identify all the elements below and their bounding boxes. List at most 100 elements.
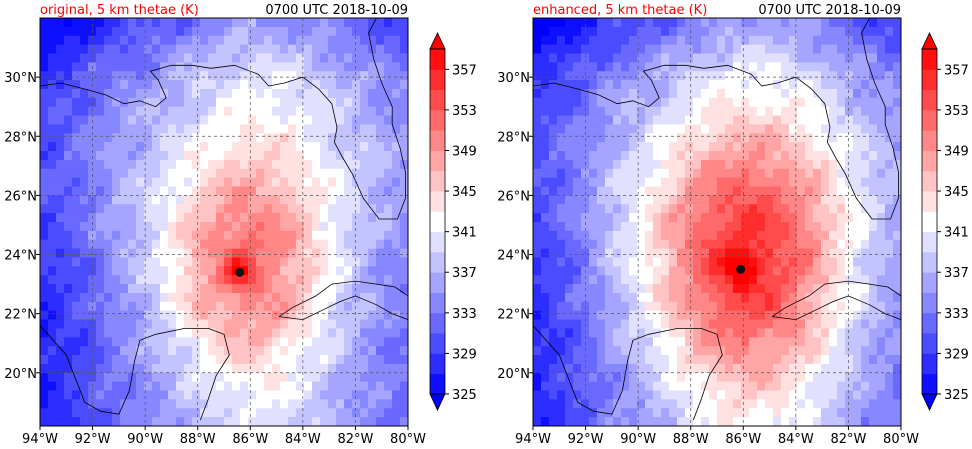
field-cell bbox=[80, 328, 89, 338]
field-cell bbox=[208, 301, 217, 312]
field-cell bbox=[893, 284, 901, 294]
field-cell bbox=[629, 355, 638, 365]
field-cell bbox=[88, 372, 97, 383]
y-tick-label: 26°N bbox=[497, 189, 530, 204]
field-cell bbox=[320, 408, 329, 418]
field-cell bbox=[837, 80, 846, 90]
field-cell bbox=[757, 284, 766, 294]
field-cell bbox=[605, 292, 614, 303]
field-cell bbox=[40, 88, 49, 99]
field-cell bbox=[360, 408, 369, 418]
field-cell bbox=[685, 44, 694, 55]
field-cell bbox=[176, 213, 185, 223]
field-cell bbox=[597, 195, 606, 205]
field-cell bbox=[685, 177, 694, 188]
field-cell bbox=[885, 408, 894, 418]
field-cell bbox=[549, 266, 558, 276]
field-cell bbox=[336, 115, 345, 126]
field-cell bbox=[344, 346, 353, 356]
field-cell bbox=[869, 310, 878, 321]
field-cell bbox=[605, 213, 614, 223]
field-cell bbox=[224, 71, 233, 81]
field-cell bbox=[296, 213, 305, 223]
field-cell bbox=[749, 142, 758, 152]
field-cell bbox=[64, 115, 73, 126]
field-cell bbox=[168, 408, 177, 418]
field-cell bbox=[288, 248, 297, 259]
field-cell bbox=[384, 372, 393, 383]
field-cell bbox=[677, 142, 686, 152]
field-cell bbox=[773, 346, 782, 356]
field-cell bbox=[328, 301, 337, 312]
field-cell bbox=[192, 35, 201, 46]
field-cell bbox=[797, 53, 806, 63]
field-cell bbox=[549, 346, 558, 356]
field-cell bbox=[597, 53, 606, 63]
field-cell bbox=[717, 284, 726, 294]
field-cell bbox=[677, 186, 686, 196]
field-cell bbox=[573, 53, 582, 63]
field-cell bbox=[773, 44, 782, 55]
field-cell bbox=[232, 363, 241, 374]
field-cell bbox=[48, 239, 57, 250]
field-cell bbox=[120, 284, 129, 294]
field-cell bbox=[376, 124, 385, 134]
field-cell bbox=[613, 133, 622, 143]
field-cell bbox=[589, 408, 598, 418]
field-cell bbox=[701, 177, 710, 188]
field-cell bbox=[232, 355, 241, 365]
field-cell bbox=[208, 337, 217, 347]
field-cell bbox=[653, 53, 662, 63]
field-cell bbox=[208, 106, 217, 117]
x-tick-label: 82°W bbox=[337, 432, 373, 447]
field-cell bbox=[240, 355, 249, 365]
field-cell bbox=[144, 275, 153, 285]
field-cell bbox=[677, 257, 686, 267]
field-cell bbox=[669, 230, 678, 241]
field-cell bbox=[869, 88, 878, 99]
field-cell bbox=[869, 275, 878, 285]
field-cell bbox=[853, 328, 862, 338]
field-cell bbox=[248, 257, 257, 267]
field-cell bbox=[368, 266, 377, 276]
field-cell bbox=[701, 142, 710, 152]
field-cell bbox=[344, 363, 353, 374]
field-cell bbox=[200, 213, 209, 223]
field-cell bbox=[72, 35, 81, 46]
field-cell bbox=[336, 363, 345, 374]
field-cell bbox=[597, 266, 606, 276]
field-cell bbox=[765, 204, 774, 214]
field-cell bbox=[200, 177, 209, 188]
field-cell bbox=[320, 213, 329, 223]
field-cell bbox=[208, 239, 217, 250]
field-cell bbox=[861, 151, 870, 161]
field-cell bbox=[184, 239, 193, 250]
field-cell bbox=[597, 257, 606, 267]
field-cell bbox=[96, 204, 105, 214]
field-cell bbox=[693, 213, 702, 223]
field-cell bbox=[360, 222, 369, 232]
field-cell bbox=[749, 257, 758, 267]
field-cell bbox=[72, 355, 81, 365]
field-cell bbox=[328, 372, 337, 383]
field-cell bbox=[40, 319, 49, 330]
field-cell bbox=[533, 328, 542, 338]
field-cell bbox=[40, 292, 49, 303]
field-cell bbox=[797, 301, 806, 312]
field-cell bbox=[613, 266, 622, 276]
field-cell bbox=[80, 257, 89, 267]
field-cell bbox=[72, 204, 81, 214]
field-cell bbox=[352, 142, 361, 152]
field-cell bbox=[328, 88, 337, 99]
field-cell bbox=[661, 115, 670, 126]
field-cell bbox=[240, 159, 249, 170]
field-cell bbox=[877, 71, 886, 81]
field-cell bbox=[72, 408, 81, 418]
field-cell bbox=[288, 346, 297, 356]
field-cell bbox=[597, 142, 606, 152]
field-cell bbox=[232, 159, 241, 170]
field-cell bbox=[192, 257, 201, 267]
field-cell bbox=[80, 168, 89, 179]
field-cell bbox=[152, 106, 161, 117]
field-cell bbox=[392, 26, 401, 37]
